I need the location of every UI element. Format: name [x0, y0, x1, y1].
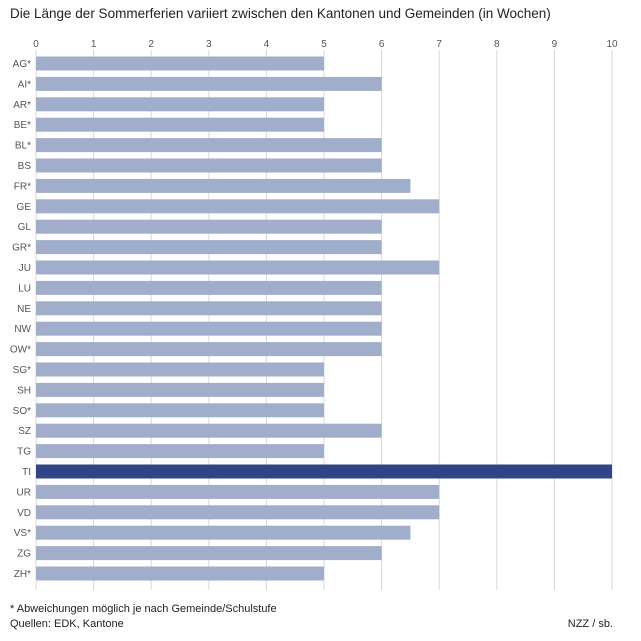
- bar: [36, 280, 382, 295]
- category-label: AR*: [13, 100, 31, 111]
- bar: [36, 423, 382, 438]
- bar: [36, 117, 324, 132]
- category-label: GE: [17, 202, 32, 213]
- x-tick-label: 4: [264, 39, 270, 50]
- bar: [36, 219, 382, 234]
- bar: [36, 199, 440, 214]
- bar: [36, 76, 382, 91]
- category-label: FR*: [14, 181, 31, 192]
- category-label: TI: [22, 467, 31, 478]
- bar: [36, 138, 382, 153]
- bar: [36, 464, 612, 479]
- bar: [36, 158, 382, 173]
- credit-note: NZZ / sb.: [567, 618, 613, 630]
- category-label: BL*: [15, 141, 31, 152]
- bar: [36, 505, 440, 520]
- chart-title: Die Länge der Sommerferien variiert zwis…: [10, 6, 551, 21]
- category-label: NW: [14, 324, 31, 335]
- grid-lines: [35, 50, 613, 590]
- bar: [36, 382, 324, 397]
- bar: [36, 240, 382, 255]
- x-tick-label: 8: [494, 39, 500, 50]
- x-axis-ticks: 0 1 2 3 4 5 6 7 8 9 10: [33, 39, 618, 50]
- category-label: AI*: [18, 79, 31, 90]
- x-tick-label: 7: [436, 39, 442, 50]
- category-label: AG*: [13, 59, 31, 70]
- category-label: BE*: [14, 120, 31, 131]
- bar: [36, 444, 324, 459]
- bar: [36, 484, 440, 499]
- category-label: JU: [19, 263, 31, 274]
- category-label: NE: [17, 304, 31, 315]
- sources-note: Quellen: EDK, Kantone: [10, 618, 124, 630]
- bar: [36, 56, 324, 71]
- category-label: SO*: [13, 406, 31, 417]
- bar: [36, 97, 324, 112]
- bar: [36, 260, 440, 275]
- x-tick-label: 0: [33, 39, 39, 50]
- category-label: OW*: [10, 345, 31, 356]
- bar: [36, 546, 382, 561]
- footnote: * Abweichungen möglich je nach Gemeinde/…: [10, 603, 277, 615]
- category-label: BS: [18, 161, 32, 172]
- bar: [36, 301, 382, 316]
- bars: [36, 56, 612, 581]
- category-labels: AG* AI* AR* BE* BL* BS FR* GE GL GR* JU LU NE NW OW* SG…: [10, 59, 32, 580]
- category-label: SG*: [13, 365, 31, 376]
- x-tick-label: 6: [379, 39, 385, 50]
- bar: [36, 403, 324, 418]
- category-label: TG: [17, 447, 31, 458]
- bar: [36, 362, 324, 377]
- x-tick-label: 5: [321, 39, 327, 50]
- bar: [36, 321, 382, 336]
- bar: [36, 566, 324, 581]
- bar: [36, 342, 382, 357]
- bar: [36, 178, 411, 193]
- x-tick-label: 2: [148, 39, 154, 50]
- category-label: UR: [17, 487, 31, 498]
- x-tick-label: 3: [206, 39, 212, 50]
- x-tick-label: 9: [552, 39, 558, 50]
- category-label: ZG: [17, 549, 31, 560]
- x-tick-label: 1: [91, 39, 97, 50]
- category-label: GR*: [12, 243, 31, 254]
- category-label: ZH*: [14, 569, 31, 580]
- bar: [36, 525, 411, 540]
- category-label: SH: [17, 385, 31, 396]
- category-label: GL: [18, 222, 32, 233]
- x-tick-label: 10: [606, 39, 618, 50]
- category-label: SZ: [18, 426, 31, 437]
- category-label: VS*: [14, 528, 31, 539]
- category-label: VD: [17, 508, 31, 519]
- category-label: LU: [18, 283, 31, 294]
